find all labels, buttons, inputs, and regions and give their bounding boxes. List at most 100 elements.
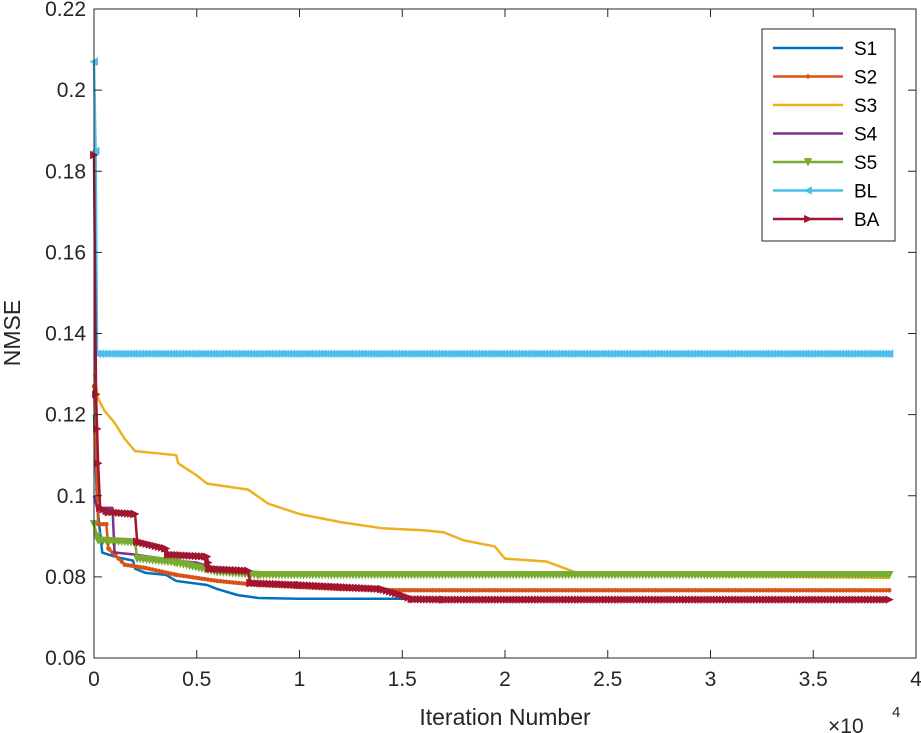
data-point-s2	[819, 588, 824, 593]
data-point-s2	[597, 588, 602, 593]
data-point-s2	[495, 588, 501, 593]
data-point-s2	[517, 588, 522, 593]
data-point-s2	[754, 588, 759, 593]
data-point-s2	[554, 588, 559, 593]
data-point-s2	[106, 546, 111, 551]
x-tick-label: 2.5	[593, 668, 622, 691]
data-point-s2	[640, 588, 645, 593]
data-point-s2	[868, 588, 873, 593]
data-point-s2	[396, 587, 402, 593]
legend-box	[761, 28, 896, 242]
y-tick-label: 0.22	[45, 0, 86, 21]
data-point-s2	[507, 588, 513, 593]
data-point-s2	[538, 588, 544, 593]
data-point-bl	[91, 146, 100, 156]
data-point-s2	[714, 588, 719, 593]
data-point-s2	[480, 588, 485, 593]
series-line-s4	[92, 495, 890, 575]
data-point-s2	[452, 588, 457, 593]
data-point-s2	[403, 588, 408, 593]
data-point-ba	[295, 580, 304, 590]
data-point-s2	[785, 588, 790, 593]
data-point-ba	[94, 459, 103, 468]
data-point-s2	[628, 588, 633, 593]
data-point-s2	[880, 588, 886, 593]
data-point-s2	[658, 588, 664, 593]
data-point-s2	[532, 588, 537, 593]
data-point-s2	[101, 521, 106, 527]
data-point-s2	[652, 588, 658, 593]
data-point-s2	[865, 588, 870, 593]
data-point-s2	[492, 588, 497, 593]
data-point-s2	[837, 588, 843, 593]
data-point-s2	[695, 588, 701, 593]
legend-entry-s3: S3	[773, 96, 877, 117]
legend-entry-bl: BL	[773, 182, 877, 203]
legend-entry-s1: S1	[773, 39, 877, 60]
data-point-s2	[813, 588, 818, 593]
data-point-s2	[557, 588, 562, 593]
data-point-s2	[523, 588, 528, 593]
data-point-s2	[708, 588, 713, 593]
data-point-s2	[732, 588, 738, 593]
data-point-s2	[729, 588, 735, 593]
data-point-ba	[377, 584, 387, 594]
data-point-s2	[433, 588, 439, 593]
data-point-s2	[446, 588, 451, 593]
data-point-s2	[581, 588, 587, 593]
data-point-s2	[569, 588, 574, 593]
series-layer	[89, 57, 894, 604]
data-point-s2	[418, 588, 423, 593]
series-bl	[89, 57, 894, 358]
data-point-s2	[674, 588, 679, 593]
data-point-s2	[800, 588, 806, 593]
data-point-s2	[816, 588, 821, 593]
data-point-s2	[526, 588, 531, 593]
series-ba	[90, 150, 894, 604]
data-point-ba	[164, 550, 173, 559]
data-point-s2	[498, 588, 504, 593]
data-point-s2	[803, 588, 809, 593]
data-point-s2	[671, 588, 676, 593]
data-point-s2	[606, 588, 611, 593]
legend-label: BA	[854, 210, 880, 231]
data-point-ba	[336, 582, 345, 592]
data-point-s2	[751, 588, 756, 593]
data-point-s2	[486, 588, 491, 593]
data-point-s2	[763, 588, 769, 593]
data-point-s2	[631, 588, 636, 593]
data-point-s2	[409, 588, 414, 593]
data-point-s2	[609, 588, 615, 593]
series-s2	[91, 384, 892, 593]
data-point-s5	[133, 554, 142, 564]
data-point-ba	[439, 595, 448, 604]
data-point-s2	[585, 588, 590, 593]
data-point-s2	[665, 588, 670, 593]
legend-label: S3	[854, 96, 877, 117]
data-point-s2	[406, 588, 411, 593]
data-point-s2	[174, 572, 179, 578]
data-point-s2	[412, 588, 417, 593]
data-point-ba	[203, 552, 212, 561]
y-tick-label: 0.18	[45, 160, 86, 183]
data-point-s2	[113, 553, 118, 558]
data-point-s2	[779, 588, 784, 593]
x-tick-label: 4	[910, 668, 921, 691]
data-point-s2	[612, 588, 618, 593]
data-point-ba	[131, 509, 140, 519]
data-point-s2	[834, 588, 840, 593]
data-point-s2	[400, 588, 405, 593]
data-point-s2	[563, 588, 568, 593]
data-point-ba	[246, 578, 255, 588]
data-point-s5	[92, 532, 102, 541]
data-point-s2	[588, 588, 593, 593]
x-tick-label: 3.5	[799, 668, 828, 691]
data-point-s2	[646, 588, 652, 593]
data-point-s2	[615, 588, 621, 593]
x-exponent: ×10 4	[828, 704, 900, 733]
data-point-s2	[618, 588, 624, 593]
data-point-ba	[408, 595, 417, 604]
x-axis-label: Iteration Number	[419, 704, 591, 730]
data-point-ba	[244, 566, 253, 575]
